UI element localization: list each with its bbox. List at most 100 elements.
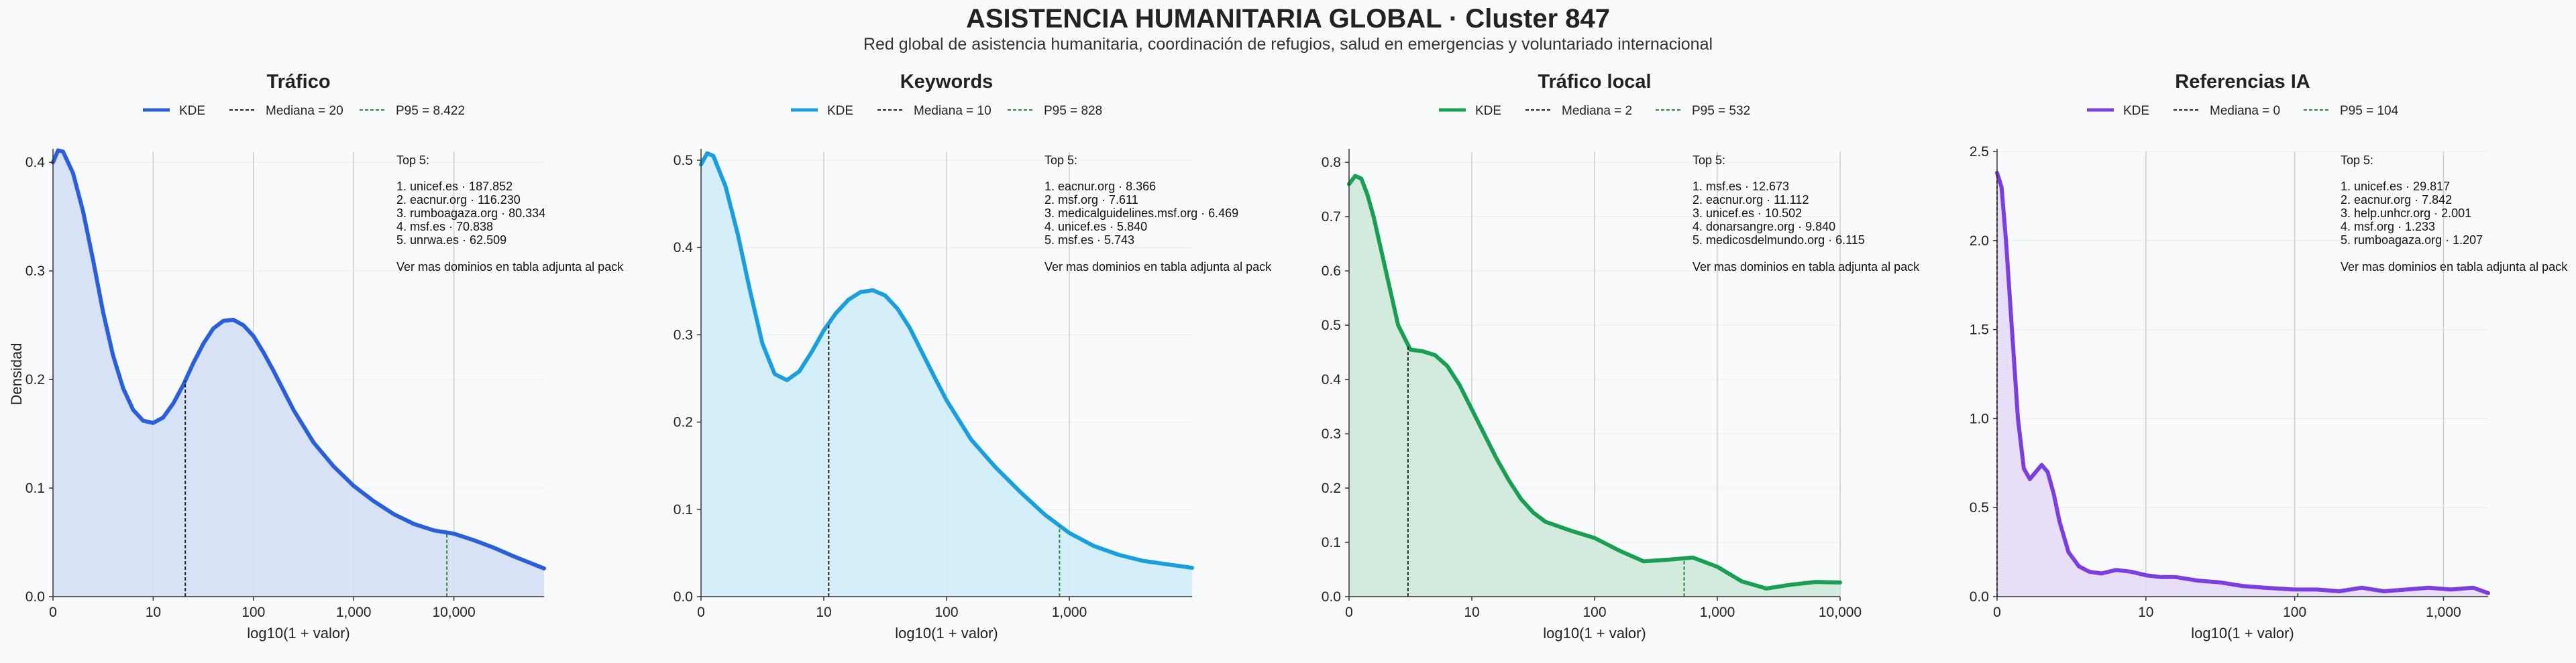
x-axis-label: log10(1 + valor): [1543, 625, 1646, 642]
y-tick-label: 0.1: [674, 502, 693, 518]
top5-heading: Top 5:: [396, 154, 429, 167]
legend-median-label: Mediana = 2: [1562, 104, 1632, 118]
y-tick-label: 0.5: [674, 153, 693, 168]
x-tick-label: 100: [241, 605, 265, 620]
top5-item: 3. help.unhcr.org · 2.001: [2341, 206, 2471, 220]
legend-kde-label: KDE: [179, 104, 205, 118]
y-tick-label: 0.2: [25, 372, 45, 387]
x-tick-label: 10,000: [1819, 605, 1862, 620]
top5-footer: Ver mas dominios en tabla adjunta al pac…: [396, 260, 624, 274]
kde-area: [53, 150, 544, 597]
y-tick-label: 2.0: [1970, 233, 1989, 249]
chart-panel-1: Tráfico KDE Mediana = 20 P95 = 8.422 0.0 0.1 0…: [8, 71, 624, 642]
panel-title: Referencias IA: [2175, 71, 2310, 93]
top5-footer: Ver mas dominios en tabla adjunta al pac…: [2341, 260, 2568, 274]
legend-p95-label: P95 = 104: [2340, 104, 2399, 118]
y-tick-label: 0.3: [1322, 426, 1341, 442]
x-tick-label: 0: [1993, 605, 2001, 620]
x-tick-label: 10: [2138, 605, 2153, 620]
top5-footer: Ver mas dominios en tabla adjunta al pac…: [1044, 260, 1272, 274]
chart-panel-3: Tráfico local KDE Mediana = 2 P95 = 532 0.0 0…: [1322, 71, 1920, 642]
kde-curve: [1347, 174, 1842, 591]
x-tick-label: 100: [1582, 605, 1606, 620]
top5-heading: Top 5:: [2341, 154, 2373, 167]
y-tick-label: 0.7: [1322, 209, 1341, 225]
y-tick-label: 0.8: [1322, 155, 1341, 170]
y-tick-label: 0.0: [1970, 589, 1989, 605]
legend-p95-label: P95 = 828: [1044, 104, 1102, 118]
legend-p95-label: P95 = 8.422: [396, 104, 465, 118]
y-tick-label: 0.0: [1322, 589, 1341, 605]
top5-item: 4. unicef.es · 5.840: [1044, 220, 1147, 233]
top5-item: 4. donarsangre.org · 9.840: [1693, 220, 1835, 233]
top5-footer: Ver mas dominios en tabla adjunta al pac…: [1693, 260, 1920, 274]
kde-curve: [1995, 170, 2490, 595]
page-title: ASISTENCIA HUMANITARIA GLOBAL · Cluster …: [965, 4, 1611, 34]
legend-median-label: Mediana = 10: [914, 104, 991, 118]
top5-item: 3. rumboagaza.org · 80.334: [396, 206, 545, 220]
x-tick-label: 1,000: [2426, 605, 2461, 620]
y-tick-label: 0.3: [674, 327, 693, 343]
x-tick-label: 1,000: [1052, 605, 1087, 620]
page-subtitle: Red global de asistencia humanitaria, co…: [863, 35, 1713, 54]
x-tick-label: 100: [934, 605, 958, 620]
y-axis-label: Densidad: [8, 343, 25, 406]
top5-item: 4. msf.es · 70.838: [396, 220, 493, 233]
x-tick-label: 10: [146, 605, 161, 620]
x-axis-label: log10(1 + valor): [2191, 625, 2294, 642]
chart-panel-2: Keywords KDE Mediana = 10 P95 = 828 0.0 0.1 0.…: [674, 71, 1272, 642]
top5-item: 5. msf.es · 5.743: [1044, 233, 1134, 247]
legend-median-label: Mediana = 0: [2210, 104, 2280, 118]
top5-item: 1. unicef.es · 187.852: [396, 180, 513, 193]
kde-area: [701, 153, 1192, 597]
x-tick-label: 10,000: [432, 605, 475, 620]
top5-item: 3. medicalguidelines.msf.org · 6.469: [1044, 206, 1238, 220]
top5-item: 3. unicef.es · 10.502: [1693, 206, 1802, 220]
panel-title: Keywords: [900, 71, 994, 93]
legend-kde-label: KDE: [2123, 104, 2149, 118]
x-tick-label: 10: [1464, 605, 1479, 620]
top5-item: 2. msf.org · 7.611: [1044, 193, 1138, 206]
x-axis-label: log10(1 + valor): [895, 625, 998, 642]
legend-p95-label: P95 = 532: [1692, 104, 1750, 118]
y-tick-label: 0.5: [1322, 318, 1341, 333]
legend-kde-label: KDE: [1475, 104, 1501, 118]
x-tick-label: 1,000: [336, 605, 372, 620]
top5-item: 2. eacnur.org · 7.842: [2341, 193, 2452, 206]
y-tick-label: 0.3: [25, 263, 45, 279]
panel-title: Tráfico local: [1538, 71, 1651, 93]
top5-item: 2. eacnur.org · 11.112: [1693, 193, 1809, 206]
y-tick-label: 0.6: [1322, 263, 1341, 279]
top5-item: 5. unrwa.es · 62.509: [396, 233, 506, 247]
x-tick-label: 0: [697, 605, 705, 620]
x-tick-label: 0: [49, 605, 57, 620]
top5-item: 2. eacnur.org · 116.230: [396, 193, 521, 206]
chart-panel-4: Referencias IA KDE Mediana = 0 P95 = 104 0.0…: [1970, 71, 2568, 642]
y-tick-label: 0.5: [1970, 500, 1989, 516]
kde-area: [1349, 176, 1840, 597]
top5-item: 1. unicef.es · 29.817: [2341, 180, 2450, 193]
panel-title: Tráfico: [266, 71, 330, 93]
top5-item: 4. msf.org · 1.233: [2341, 220, 2435, 233]
y-tick-label: 1.0: [1970, 411, 1989, 426]
kde-curve: [699, 151, 1194, 570]
y-tick-label: 0.1: [1322, 535, 1341, 550]
kde-curve: [51, 148, 546, 570]
y-tick-label: 0.0: [25, 589, 45, 605]
y-tick-label: 2.5: [1970, 144, 1989, 160]
y-tick-label: 0.1: [25, 481, 45, 496]
top5-item: 1. msf.es · 12.673: [1693, 180, 1789, 193]
top5-item: 5. medicosdelmundo.org · 6.115: [1693, 233, 1865, 247]
y-tick-label: 1.5: [1970, 322, 1989, 338]
top5-item: 5. rumboagaza.org · 1.207: [2341, 233, 2483, 247]
x-tick-label: 1,000: [1700, 605, 1735, 620]
x-tick-label: 10: [816, 605, 831, 620]
legend-median-label: Mediana = 20: [266, 104, 343, 118]
legend-kde-label: KDE: [827, 104, 853, 118]
y-tick-label: 0.0: [674, 589, 693, 605]
y-tick-label: 0.4: [25, 155, 46, 170]
top5-heading: Top 5:: [1044, 154, 1077, 167]
y-tick-label: 0.2: [1322, 481, 1341, 496]
x-axis-label: log10(1 + valor): [247, 625, 350, 642]
